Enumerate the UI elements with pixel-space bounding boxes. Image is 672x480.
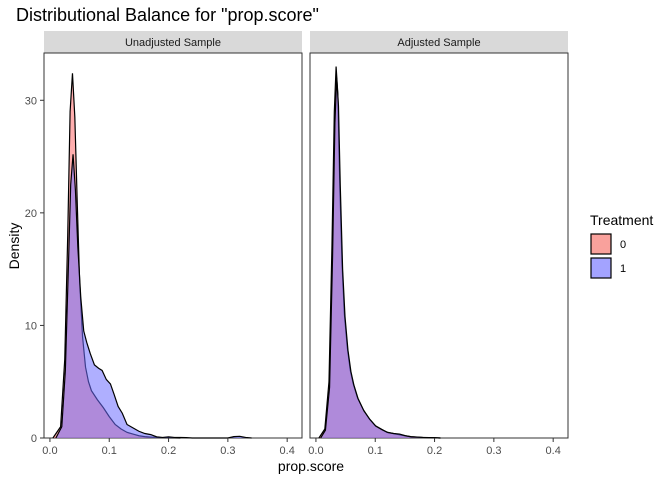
legend-swatch-1 [590,257,612,279]
x-tick-label: 0.0 [42,445,57,457]
panel-unadjusted: Unadjusted Sample [43,31,303,439]
x-tick-label: 0.2 [427,445,442,457]
density-line-1 [320,77,441,439]
legend: Treatment 0 1 [590,212,653,279]
legend-label-1: 1 [620,263,626,275]
legend-swatch-0 [590,233,612,255]
panel-adjusted: Adjusted Sample [309,31,569,439]
strip-unadjusted [44,31,302,53]
panel-border-adjusted [309,52,569,439]
y-tick-label: 0 [31,433,37,445]
y-axis: 0 10 20 30 [25,95,44,445]
density-line-1 [55,154,252,439]
density-area-1 [320,77,441,439]
strip-label-unadjusted: Unadjusted Sample [125,37,221,49]
x-tick-label: 0.3 [486,445,501,457]
strip-adjusted [310,31,568,53]
areas-adjusted [318,66,441,439]
legend-label-0: 0 [620,239,626,251]
y-tick-label: 10 [25,320,37,332]
x-axis-adjusted: 0.0 0.1 0.2 0.3 0.4 [308,438,561,457]
y-tick-label: 30 [25,95,37,107]
chart-title: Distributional Balance for "prop.score" [16,5,319,25]
x-tick-label: 0.3 [220,445,235,457]
density-area-1 [55,154,252,438]
x-tick-label: 0.4 [546,445,561,457]
areas-unadjusted [52,73,252,439]
y-tick-label: 20 [25,208,37,220]
x-axis-title: prop.score [278,458,344,474]
x-tick-label: 0.1 [368,445,383,457]
strip-label-adjusted: Adjusted Sample [397,37,480,49]
legend-title: Treatment [590,212,653,228]
x-tick-label: 0.1 [102,445,117,457]
x-tick-label: 0.4 [280,445,295,457]
x-tick-label: 0.2 [161,445,176,457]
x-tick-label: 0.0 [308,445,323,457]
y-axis-title: Density [6,223,22,270]
x-axis-unadjusted: 0.0 0.1 0.2 0.3 0.4 [42,438,295,457]
